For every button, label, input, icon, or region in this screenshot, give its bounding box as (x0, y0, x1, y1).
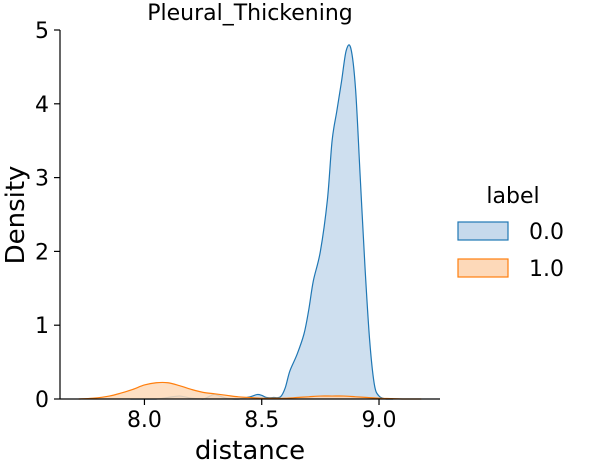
y-tick-label: 1 (35, 314, 49, 339)
y-tick-label: 0 (35, 388, 49, 413)
chart-title: Pleural_Thickening (147, 1, 353, 26)
y-tick-label: 3 (35, 167, 49, 192)
y-tick-label: 5 (35, 19, 49, 44)
legend-swatch-1 (457, 258, 509, 278)
legend-label-1: 1.0 (529, 257, 564, 282)
density-fill-1 (78, 382, 422, 399)
density-fill-0 (130, 44, 394, 399)
x-tick-label: 9.0 (362, 408, 397, 433)
legend: label 0.0 1.0 (457, 184, 564, 282)
y-axis-label: Density (1, 166, 31, 265)
density-areas (78, 44, 422, 400)
density-line-1 (78, 381, 422, 400)
x-ticks: 8.0 8.5 9.0 (127, 399, 397, 433)
y-tick-label: 4 (35, 93, 49, 118)
legend-title: label (486, 184, 539, 209)
x-tick-label: 8.5 (244, 408, 279, 433)
legend-label-0: 0.0 (529, 220, 564, 245)
legend-swatch-0 (457, 221, 509, 241)
y-tick-label: 2 (35, 240, 49, 265)
x-tick-label: 8.0 (127, 408, 162, 433)
y-ticks: 0 1 2 3 4 5 (35, 19, 60, 413)
x-axis-label: distance (195, 436, 305, 466)
